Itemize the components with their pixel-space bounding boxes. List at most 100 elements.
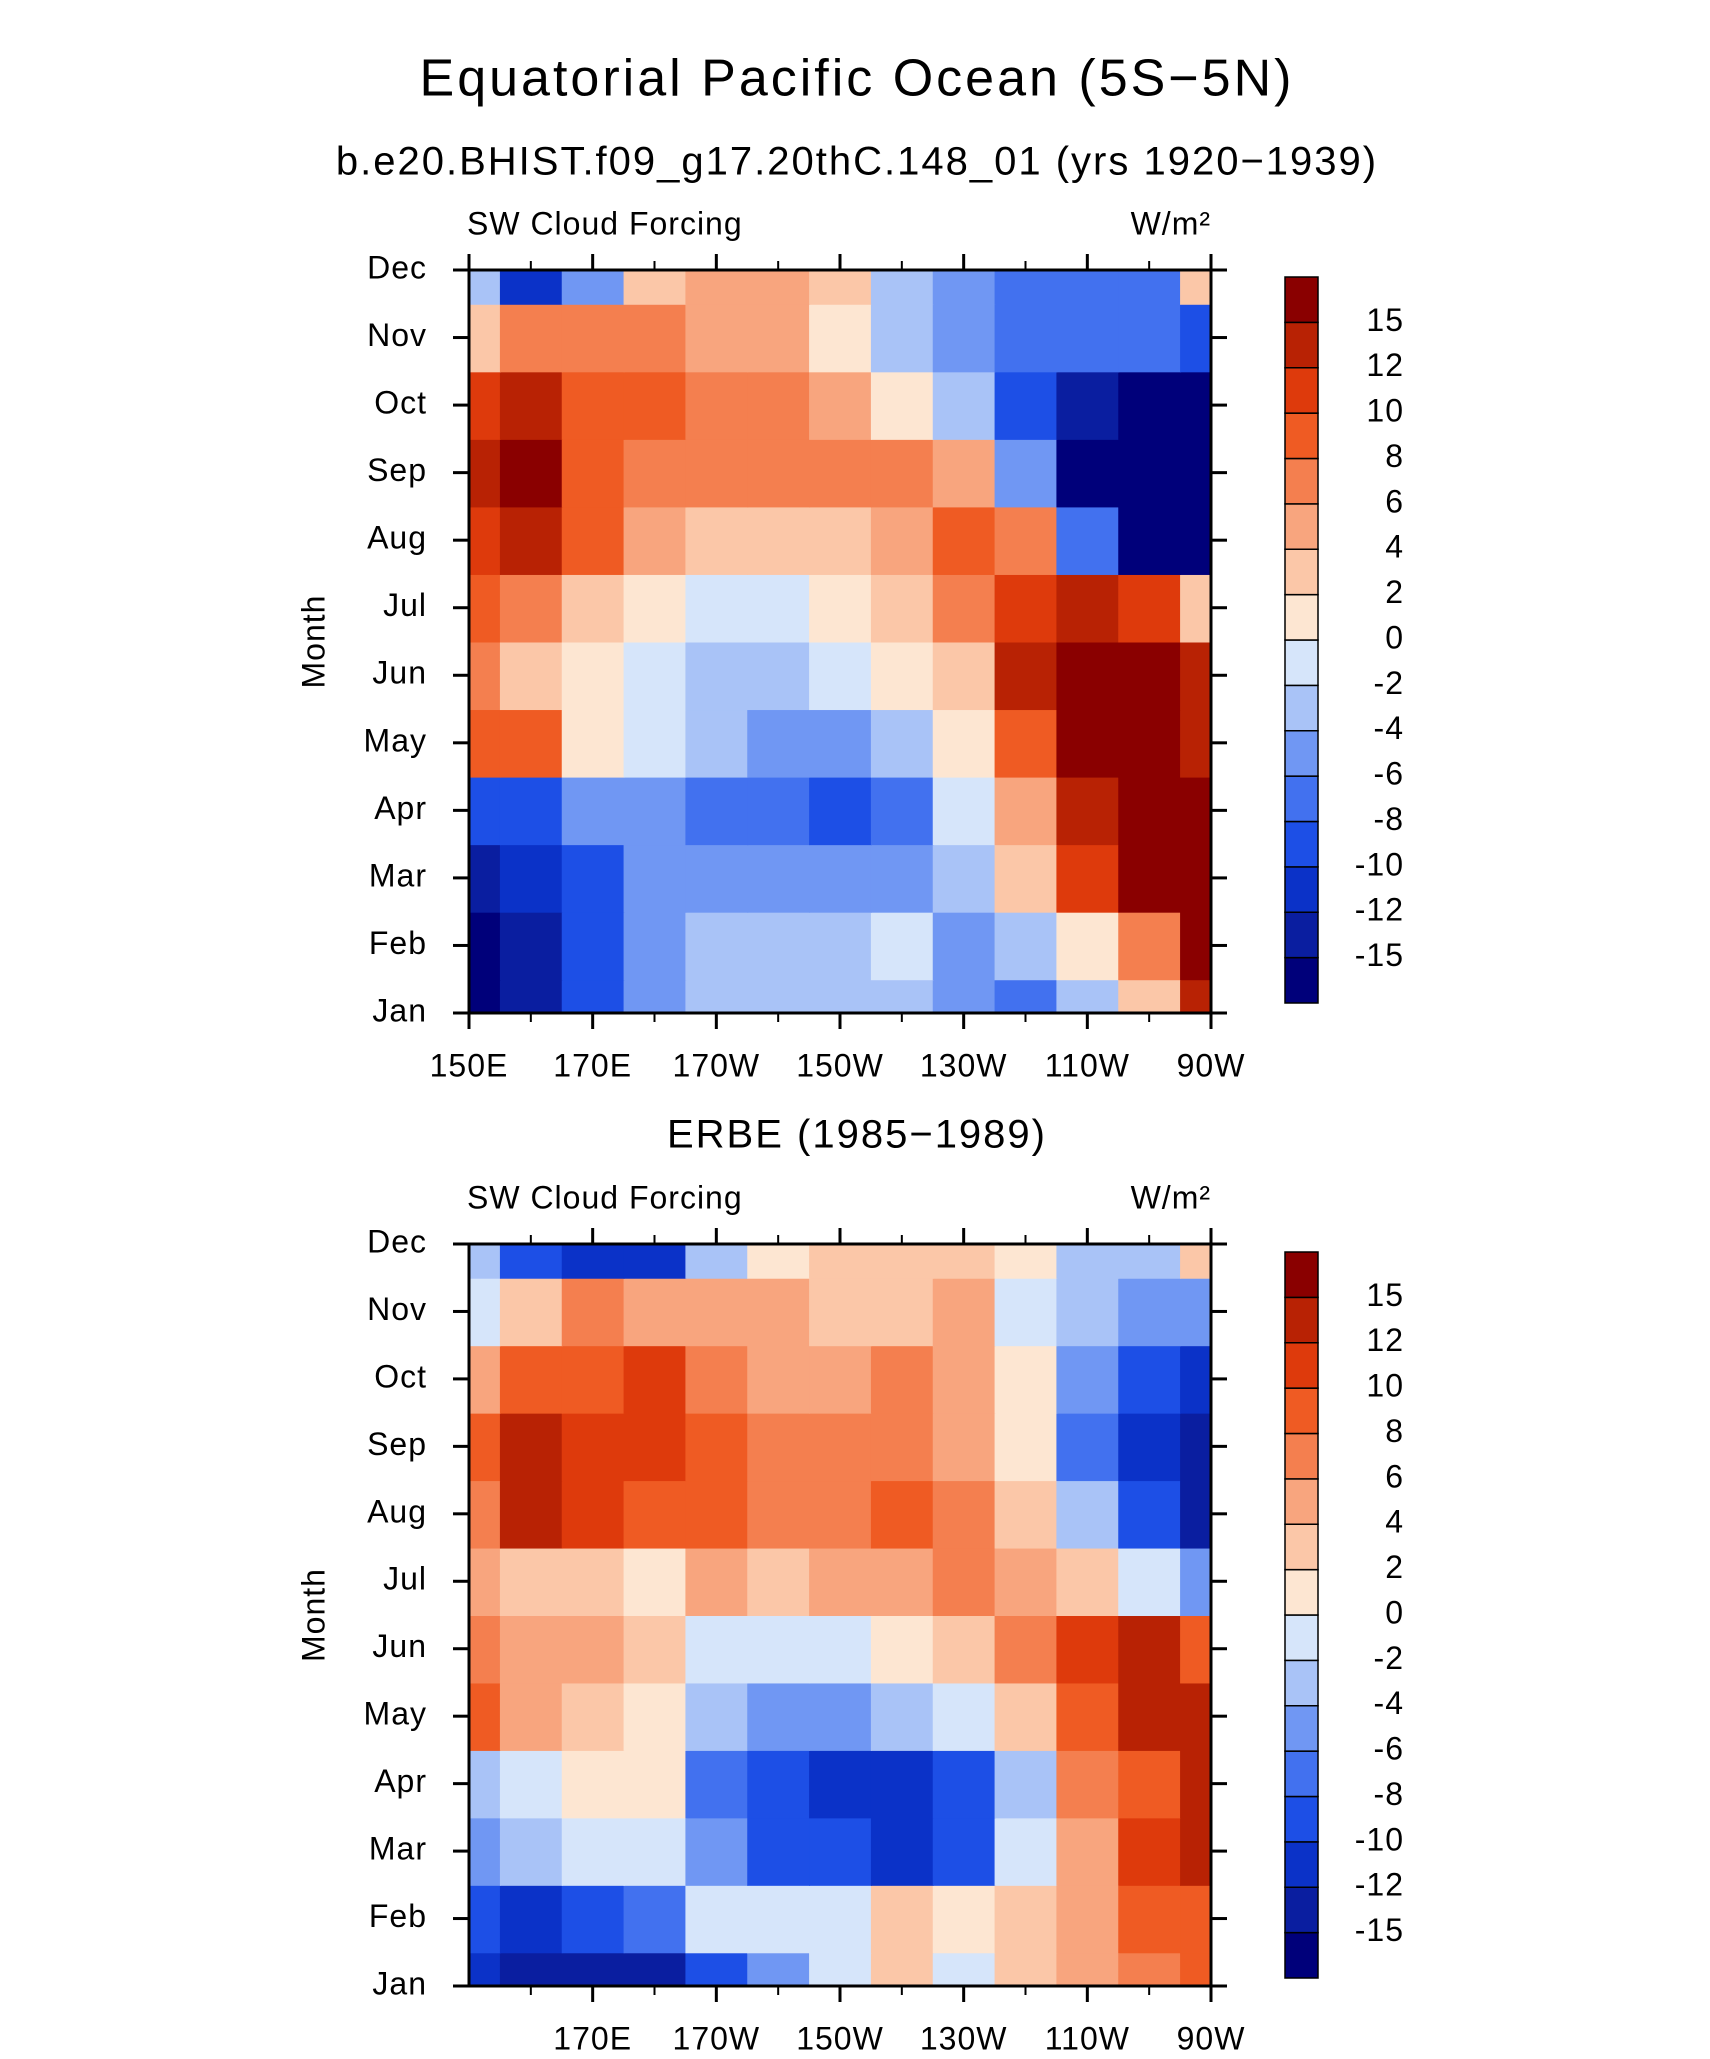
y-tick-label: Mar [369, 857, 427, 893]
contour-cell [1118, 506, 1182, 575]
y-tick-label: Jul [383, 587, 427, 623]
colorbar-box [1284, 1478, 1319, 1525]
contour-cell [1118, 270, 1182, 305]
contour-cell [809, 776, 872, 846]
contour-cell [469, 709, 501, 778]
contour-cell [469, 1749, 501, 1819]
y-axis-label: Month [295, 1568, 331, 1662]
contour-cell [870, 1412, 934, 1482]
contour-cell [747, 911, 811, 981]
contour-cell [994, 1749, 1058, 1819]
y-tick-label: Sep [367, 1426, 427, 1462]
contour-cell [870, 1277, 934, 1347]
contour-cell [1118, 438, 1182, 508]
colorbar-label: -12 [1355, 1867, 1404, 1903]
colorbar-label: 6 [1385, 1458, 1404, 1494]
colorbar-box [1284, 1296, 1319, 1344]
contour-cell [809, 1412, 872, 1482]
contour-cell [747, 776, 811, 846]
contour-cell [561, 1884, 625, 1954]
contour-cell [685, 1244, 749, 1279]
contour-cell [1118, 1615, 1182, 1684]
contour-cell [932, 1615, 996, 1684]
contour-cell [747, 979, 811, 1013]
contour-cell [561, 1480, 625, 1549]
contour-cell [469, 1480, 501, 1549]
contour-cell [685, 1277, 749, 1347]
x-tick-label: 110W [1045, 1047, 1130, 1083]
contour-cell [994, 1817, 1058, 1886]
contour-cell [1180, 1547, 1211, 1616]
y-tick-label: Sep [367, 452, 427, 488]
contour-cell [747, 270, 811, 305]
contour-cell [1180, 1345, 1211, 1414]
contour-cell [1180, 1480, 1211, 1549]
contour-cell [623, 1682, 687, 1751]
contour-cell [1056, 1952, 1120, 1986]
colorbar-box [1284, 866, 1319, 913]
contour-cell [499, 776, 563, 846]
contour-cell [1180, 506, 1211, 575]
colorbar-box [1284, 911, 1319, 959]
colorbar-box [1284, 1705, 1319, 1752]
colorbar-label: 15 [1366, 1277, 1404, 1313]
contour-cell [809, 911, 872, 981]
contour-cell [994, 1952, 1058, 1986]
colorbar-label: 15 [1366, 302, 1404, 338]
contour-cell [499, 1277, 563, 1347]
contour-cell [469, 844, 501, 913]
contour-cell [1056, 709, 1120, 778]
colorbar-box [1284, 367, 1319, 414]
contour-cell [561, 844, 625, 913]
contour-cell [932, 979, 996, 1013]
y-tick-label: May [364, 722, 427, 758]
contour-cell [809, 1952, 872, 1986]
contour-cell [1056, 1615, 1120, 1684]
contour-cell [685, 709, 749, 778]
contour-cell [561, 1952, 625, 1986]
contour-cell [809, 844, 872, 913]
contour-cell [1180, 1244, 1211, 1279]
contour-cell [623, 1749, 687, 1819]
contour-cell [932, 1345, 996, 1414]
contour-cell [994, 911, 1058, 981]
contour-cell [747, 1480, 811, 1549]
contour-cell [623, 506, 687, 575]
contour-cell [623, 438, 687, 508]
contour-cell [469, 1884, 501, 1954]
contour-cell [994, 506, 1058, 575]
contour-cell [685, 844, 749, 913]
x-tick-label: 130W [920, 1047, 1008, 1083]
contour-cell [932, 1547, 996, 1616]
contour-cell [809, 1682, 872, 1751]
contour-cell [623, 844, 687, 913]
contour-cell [1056, 506, 1120, 575]
contour-cell [1118, 911, 1182, 981]
contour-cell [685, 1615, 749, 1684]
contour-cell [623, 911, 687, 981]
contour-cell [994, 303, 1058, 373]
contour-cell [1056, 1884, 1120, 1954]
contour-cell [685, 371, 749, 440]
contour-cell [623, 709, 687, 778]
contour-cell [499, 1615, 563, 1684]
contour-cell [1118, 1817, 1182, 1886]
contour-cell [623, 1277, 687, 1347]
contour-cell [561, 438, 625, 508]
contour-cell [499, 1345, 563, 1414]
y-tick-label: Jan [372, 992, 427, 1028]
contour-cell [747, 1615, 811, 1684]
left-label: SW Cloud Forcing [467, 205, 743, 241]
colorbar-label: 4 [1385, 529, 1404, 565]
contour-cell [561, 1817, 625, 1886]
contour-cell [499, 844, 563, 913]
colorbar-box [1284, 1931, 1319, 1979]
contour-cell [1118, 1244, 1182, 1279]
contour-cell [499, 1412, 563, 1482]
colorbar-box [1284, 775, 1319, 823]
contour-cell [499, 506, 563, 575]
contour-cell [469, 776, 501, 846]
contour-cell [870, 911, 934, 981]
contour-cell [561, 506, 625, 575]
